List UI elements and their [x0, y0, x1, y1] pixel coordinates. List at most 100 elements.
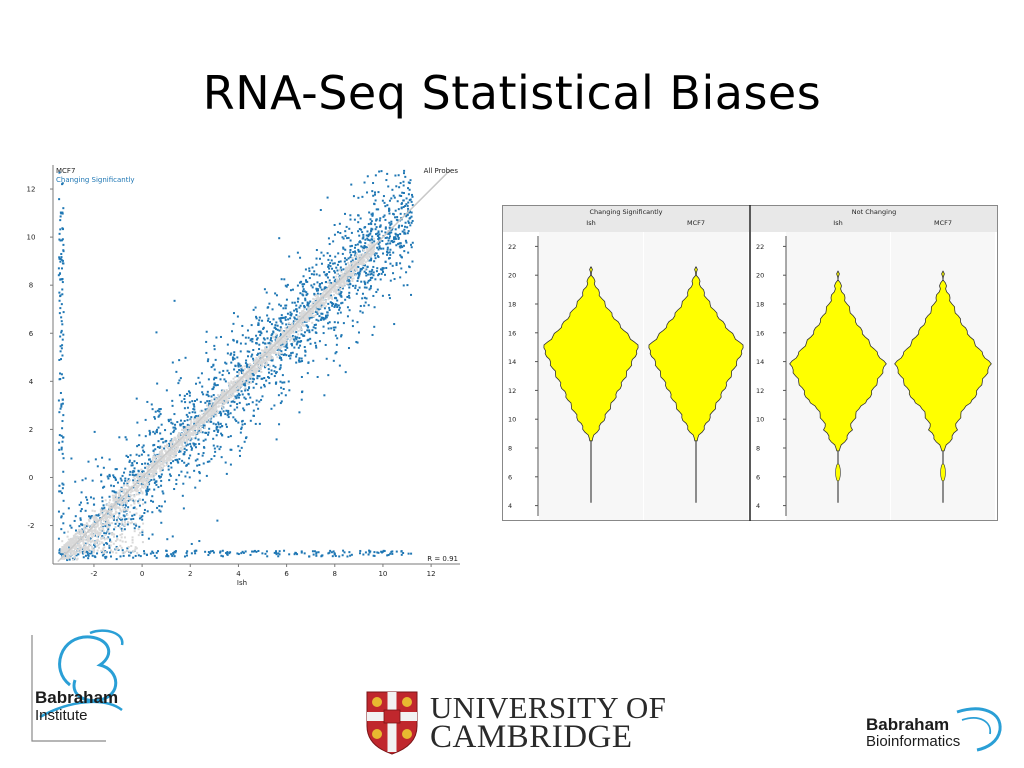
scatter-point-significant: [115, 468, 118, 471]
scatter-point-significant: [137, 444, 140, 447]
scatter-point-all: [200, 421, 203, 424]
scatter-point-all: [161, 452, 164, 455]
scatter-point-significant: [350, 183, 353, 186]
scatter-point-all: [371, 248, 374, 251]
scatter-point-significant: [141, 533, 144, 536]
scatter-point-all: [112, 542, 115, 545]
scatter-point-all: [369, 241, 372, 244]
scatter-point-significant: [282, 354, 285, 357]
scatter-point-significant: [208, 427, 211, 430]
scatter-point-all: [185, 427, 188, 430]
scatter-point-all: [231, 389, 234, 392]
scatter-point-significant: [296, 336, 299, 339]
scatter-point-all: [292, 336, 295, 339]
scatter-point-all: [184, 436, 187, 439]
scatter-point-all: [103, 516, 106, 519]
scatter-point-significant: [201, 391, 204, 394]
scatter-point-all: [269, 345, 272, 348]
scatter-point-all: [100, 524, 103, 527]
scatter-point-significant: [207, 551, 210, 554]
scatter-point-all: [165, 464, 168, 467]
scatter-point-significant: [351, 319, 354, 322]
scatter-point-significant: [354, 257, 357, 260]
scatter-point-significant: [225, 472, 228, 475]
scatter-point-significant: [220, 412, 223, 415]
scatter-point-all: [257, 365, 260, 368]
scatter-point-all: [98, 534, 101, 537]
scatter-point-significant: [142, 470, 145, 473]
scatter-point-significant: [180, 470, 183, 473]
scatter-point-significant: [113, 528, 116, 531]
scatter-point-significant: [349, 239, 352, 242]
scatter-point-significant: [250, 338, 253, 341]
scatter-point-significant: [178, 474, 181, 477]
scatter-point-significant: [197, 438, 200, 441]
scatter-point-significant: [205, 420, 208, 423]
scatter-point-significant: [88, 552, 91, 555]
scatter-point-all: [95, 525, 98, 528]
scatter-point-all: [116, 492, 119, 495]
scatter-point-significant: [286, 283, 289, 286]
scatter-point-significant: [255, 382, 258, 385]
scatter-point-significant: [241, 334, 244, 337]
scatter-point-all: [301, 314, 304, 317]
scatter-point-significant: [251, 372, 254, 375]
scatter-point-significant: [162, 492, 165, 495]
scatter-point-significant: [89, 496, 92, 499]
scatter-point-all: [86, 523, 89, 526]
scatter-point-significant: [407, 251, 410, 254]
scatter-point-all: [364, 267, 367, 270]
scatter-point-significant: [58, 238, 61, 241]
scatter-point-all: [72, 537, 75, 540]
scatter-point-all: [160, 449, 163, 452]
scatter-point-all: [265, 365, 268, 368]
scatter-point-significant: [408, 199, 411, 202]
scatter-point-significant: [170, 466, 173, 469]
scatter-point-all: [119, 509, 122, 512]
scatter-point-significant: [221, 555, 224, 558]
scatter-point-all: [181, 444, 184, 447]
scatter-point-all: [162, 466, 165, 469]
scatter-point-significant: [58, 549, 61, 552]
scatter-point-significant: [74, 480, 77, 483]
scatter-point-significant: [313, 323, 316, 326]
scatter-point-all: [289, 330, 292, 333]
scatter-point-significant: [305, 294, 308, 297]
scatter-point-significant: [391, 552, 394, 555]
scatter-point-significant: [315, 289, 318, 292]
scatter-point-significant: [212, 386, 215, 389]
scatter-point-significant: [61, 552, 64, 555]
scatter-point-significant: [270, 373, 273, 376]
scatter-point-all: [79, 544, 82, 547]
scatter-point-all: [294, 327, 297, 330]
scatter-point-all: [132, 494, 135, 497]
scatter-point-significant: [190, 447, 193, 450]
scatter-point-significant: [373, 325, 376, 328]
scatter-point-all: [121, 551, 124, 554]
scatter-point-significant: [194, 411, 197, 414]
scatter-point-significant: [120, 527, 123, 530]
scatter-point-all: [332, 290, 335, 293]
scatter-point-significant: [75, 554, 78, 557]
scatter-point-significant: [159, 475, 162, 478]
scatter-point-significant: [84, 477, 87, 480]
scatter-point-significant: [307, 325, 310, 328]
scatter-point-all: [130, 494, 133, 497]
scatter-point-all: [298, 316, 301, 319]
scatter-point-significant: [265, 346, 268, 349]
scatter-point-all: [96, 522, 99, 525]
scatter-point-significant: [144, 418, 147, 421]
scatter-point-significant: [193, 408, 196, 411]
scatter-point-significant: [198, 463, 201, 466]
scatter-point-significant: [200, 409, 203, 412]
scatter-point-all: [146, 472, 149, 475]
scatter-point-significant: [369, 285, 372, 288]
scatter-point-significant: [72, 557, 75, 560]
scatter-point-all: [162, 457, 165, 460]
scatter-point-all: [169, 441, 172, 444]
scatter-point-significant: [138, 525, 141, 528]
scatter-point-all: [214, 406, 217, 409]
scatter-point-all: [197, 426, 200, 429]
scatter-point-significant: [109, 555, 112, 558]
scatter-point-all: [213, 396, 216, 399]
